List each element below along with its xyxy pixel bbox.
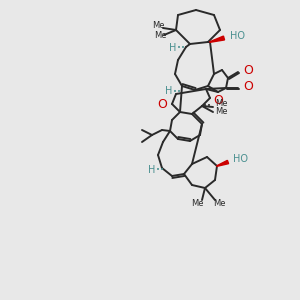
Text: O: O bbox=[243, 80, 253, 94]
Text: H: H bbox=[148, 165, 155, 175]
Text: HO: HO bbox=[230, 31, 245, 41]
Text: ••: •• bbox=[203, 103, 211, 109]
Text: Me: Me bbox=[213, 200, 225, 208]
Text: Me: Me bbox=[154, 32, 166, 40]
Polygon shape bbox=[210, 36, 224, 42]
Text: ••: •• bbox=[173, 89, 181, 95]
Text: ••: •• bbox=[177, 45, 185, 51]
Text: Me: Me bbox=[215, 107, 227, 116]
Text: H: H bbox=[165, 86, 172, 96]
Polygon shape bbox=[217, 160, 229, 166]
Text: ••: •• bbox=[156, 167, 164, 173]
Text: Me: Me bbox=[215, 100, 227, 109]
Text: O: O bbox=[243, 64, 253, 77]
Text: O: O bbox=[157, 98, 167, 112]
Text: Me: Me bbox=[191, 200, 203, 208]
Text: O: O bbox=[213, 94, 223, 106]
Text: H: H bbox=[169, 43, 176, 53]
Text: Me: Me bbox=[152, 20, 164, 29]
Text: HO: HO bbox=[233, 154, 248, 164]
